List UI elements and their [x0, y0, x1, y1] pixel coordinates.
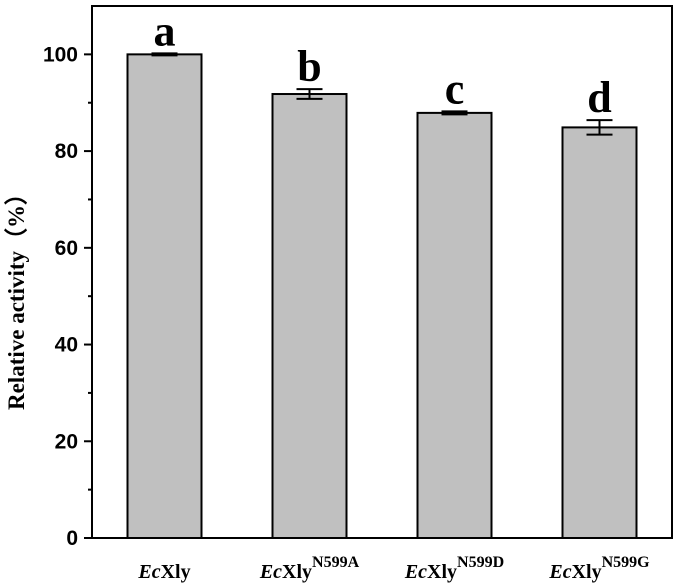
- y-tick-label: 100: [43, 43, 78, 66]
- x-category-label: EcXlyN599A: [259, 554, 360, 583]
- y-tick-label: 20: [55, 430, 78, 453]
- bar: [416, 111, 493, 539]
- bars-group: [126, 53, 638, 539]
- y-tick-label: 0: [66, 527, 78, 550]
- bar: [126, 53, 203, 539]
- bar: [561, 126, 638, 539]
- bar: [271, 93, 348, 539]
- x-category-label: EcXlyN599G: [548, 554, 650, 583]
- significance-letter: d: [587, 73, 611, 122]
- x-axis-labels: EcXly EcXlyN599A EcXlyN599D EcXlyN599G: [137, 554, 650, 583]
- error-bars-group: [151, 52, 613, 136]
- y-axis: 0 20 40 60 80 100: [43, 43, 92, 550]
- x-category-label: EcXly: [137, 561, 190, 583]
- y-tick-label: 60: [55, 237, 78, 260]
- significance-letter: b: [297, 42, 321, 91]
- significance-letter: c: [445, 64, 465, 113]
- significance-letters-group: a b c d: [154, 6, 612, 122]
- x-category-label: EcXlyN599D: [404, 554, 504, 583]
- y-tick-label: 40: [55, 334, 78, 357]
- y-tick-label: 80: [55, 140, 78, 163]
- y-axis-title: Relative activity（%）: [3, 182, 29, 410]
- plot-frame: [91, 5, 673, 539]
- significance-letter: a: [154, 6, 176, 55]
